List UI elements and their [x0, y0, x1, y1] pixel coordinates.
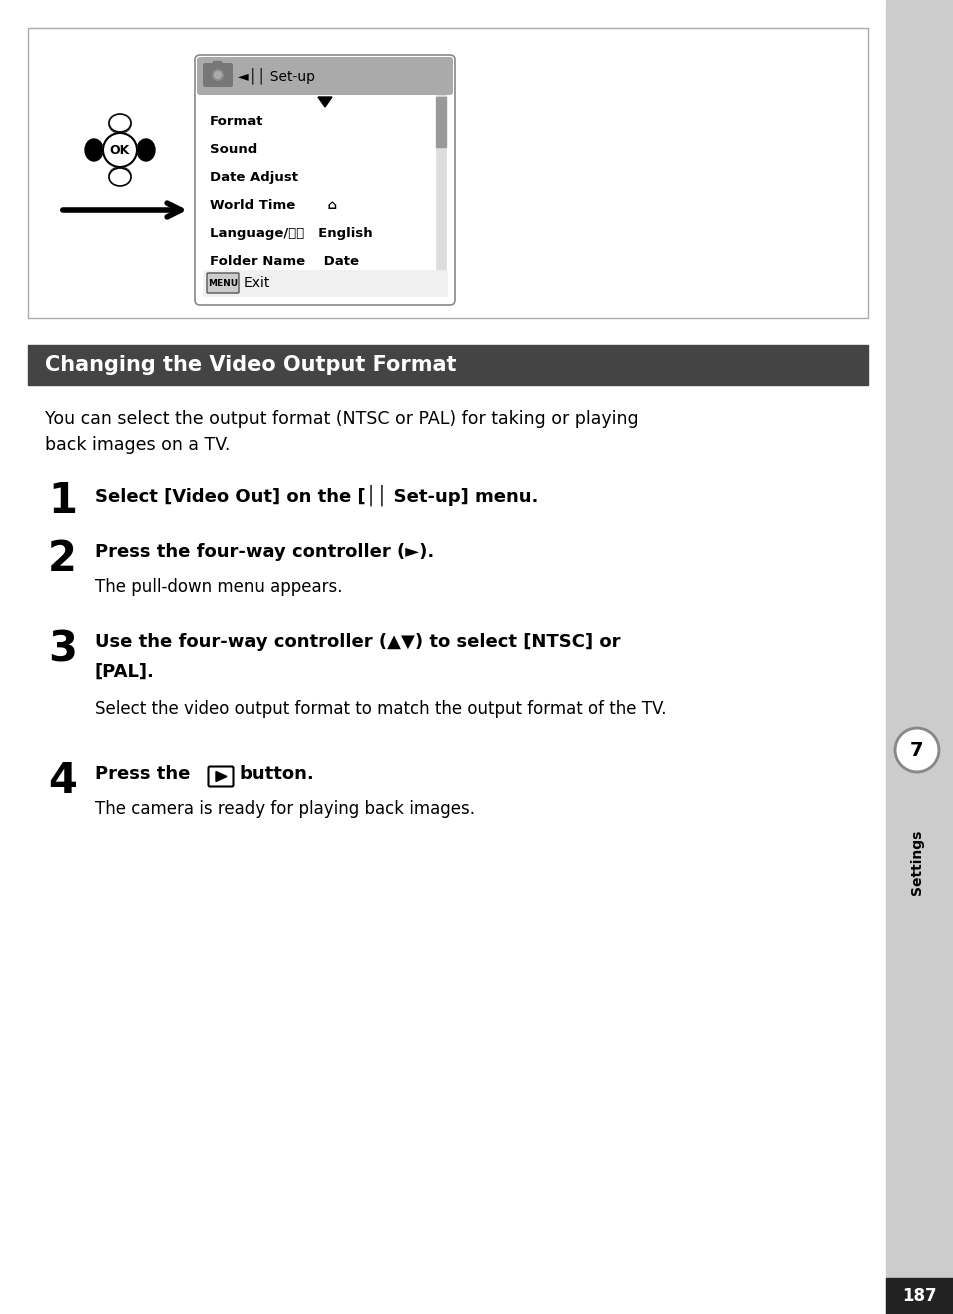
Text: The camera is ready for playing back images.: The camera is ready for playing back ima…: [95, 800, 475, 819]
Bar: [436, 95, 446, 280]
Text: Use the four-way controller (▲▼) to select [NTSC] or: Use the four-way controller (▲▼) to sele…: [95, 633, 619, 650]
Text: World Time       ⌂: World Time ⌂: [210, 198, 336, 212]
Text: [PAL].: [PAL].: [95, 664, 154, 681]
Ellipse shape: [85, 139, 103, 162]
Text: 4: 4: [48, 759, 77, 802]
Text: Sound: Sound: [210, 143, 257, 156]
Bar: [213, 60, 221, 67]
Text: Language/言語   English: Language/言語 English: [210, 227, 373, 240]
Text: Format: Format: [210, 116, 263, 127]
Text: Date Adjust: Date Adjust: [210, 171, 297, 184]
Circle shape: [213, 70, 223, 80]
Text: You can select the output format (NTSC or PAL) for taking or playing
back images: You can select the output format (NTSC o…: [45, 410, 638, 455]
Circle shape: [103, 133, 137, 167]
Polygon shape: [215, 771, 227, 782]
Text: Exit: Exit: [244, 276, 270, 290]
Ellipse shape: [109, 167, 131, 185]
Text: Settings: Settings: [909, 830, 923, 895]
Ellipse shape: [109, 114, 131, 131]
Text: Changing the Video Output Format: Changing the Video Output Format: [45, 355, 456, 374]
Text: button.: button.: [240, 765, 314, 783]
Text: 187: 187: [902, 1286, 937, 1305]
Text: 1: 1: [48, 480, 77, 522]
FancyBboxPatch shape: [196, 57, 453, 95]
Text: ◄││ Set-up: ◄││ Set-up: [237, 68, 314, 84]
Bar: [436, 97, 446, 147]
Text: Folder Name    Date: Folder Name Date: [210, 255, 358, 268]
Text: MENU: MENU: [208, 279, 238, 288]
Text: The pull-down menu appears.: The pull-down menu appears.: [95, 578, 342, 597]
Text: Press the four-way controller (►).: Press the four-way controller (►).: [95, 543, 434, 561]
Text: 2: 2: [48, 537, 77, 579]
Text: Select [Video Out] on the [││ Set-up] menu.: Select [Video Out] on the [││ Set-up] me…: [95, 485, 537, 506]
Ellipse shape: [109, 116, 131, 133]
Text: Select the video output format to match the output format of the TV.: Select the video output format to match …: [95, 700, 666, 717]
Text: 3: 3: [48, 628, 77, 670]
Polygon shape: [317, 97, 332, 106]
FancyBboxPatch shape: [194, 55, 455, 305]
Bar: [28, 28, 867, 318]
Circle shape: [896, 731, 936, 770]
FancyBboxPatch shape: [209, 766, 233, 787]
Bar: [885, 1279, 953, 1314]
FancyBboxPatch shape: [203, 63, 233, 87]
Text: 7: 7: [909, 741, 923, 759]
Ellipse shape: [109, 168, 131, 187]
FancyBboxPatch shape: [207, 273, 239, 293]
Text: OK: OK: [110, 143, 130, 156]
Text: Press the: Press the: [95, 765, 191, 783]
Ellipse shape: [137, 139, 154, 162]
Bar: [28, 346, 867, 385]
Bar: [885, 0, 953, 1314]
Bar: [203, 269, 447, 296]
